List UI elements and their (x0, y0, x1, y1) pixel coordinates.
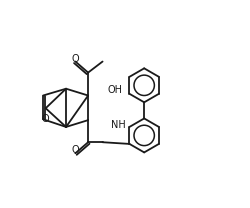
Text: O: O (42, 114, 49, 124)
Text: O: O (71, 145, 79, 155)
Text: NH: NH (110, 120, 125, 130)
Text: OH: OH (107, 85, 122, 95)
Text: O: O (71, 54, 79, 64)
